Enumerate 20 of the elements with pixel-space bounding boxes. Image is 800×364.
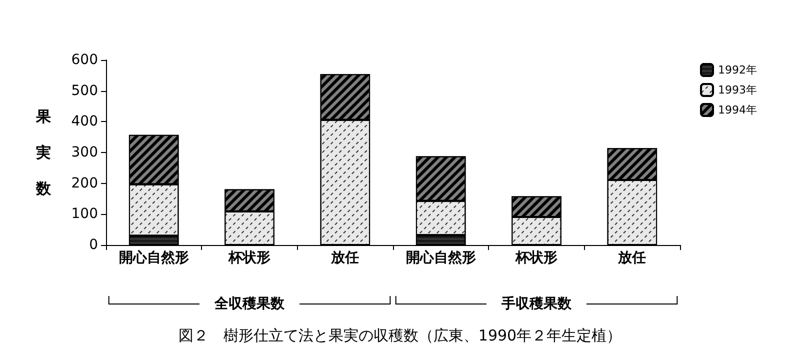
x-tick-label: 杯状形 xyxy=(514,250,558,266)
text: 図２ 樹形仕立て法と果実の収穫数（広東、1990年２年生定植） xyxy=(178,326,622,344)
x-tick-label: 放任 xyxy=(617,250,646,266)
legend-label: 1992年 xyxy=(718,64,758,76)
y-tick-label: 300 xyxy=(71,144,98,160)
x-tick-label: 開心自然形 xyxy=(118,249,189,266)
text: 手収穫果数 xyxy=(500,295,572,312)
x-tick-label: 杯状形 xyxy=(228,250,270,266)
legend-label: 1993年 xyxy=(718,84,758,96)
y-tick-label: 100 xyxy=(71,206,98,222)
y-tick-label: 500 xyxy=(71,82,98,99)
y-tick-label: 200 xyxy=(71,175,98,192)
x-tick-label: 放任 xyxy=(330,250,360,266)
y-tick-label: 600 xyxy=(71,52,98,68)
y-tick-label: 400 xyxy=(71,114,98,130)
legend-label: 1994年 xyxy=(718,104,758,116)
x-tick-label: 開心自然形 xyxy=(406,249,476,266)
text: 全収穫果数 xyxy=(214,296,286,312)
y-tick-label: 0 xyxy=(89,237,98,253)
text: 果実数 xyxy=(36,108,51,198)
